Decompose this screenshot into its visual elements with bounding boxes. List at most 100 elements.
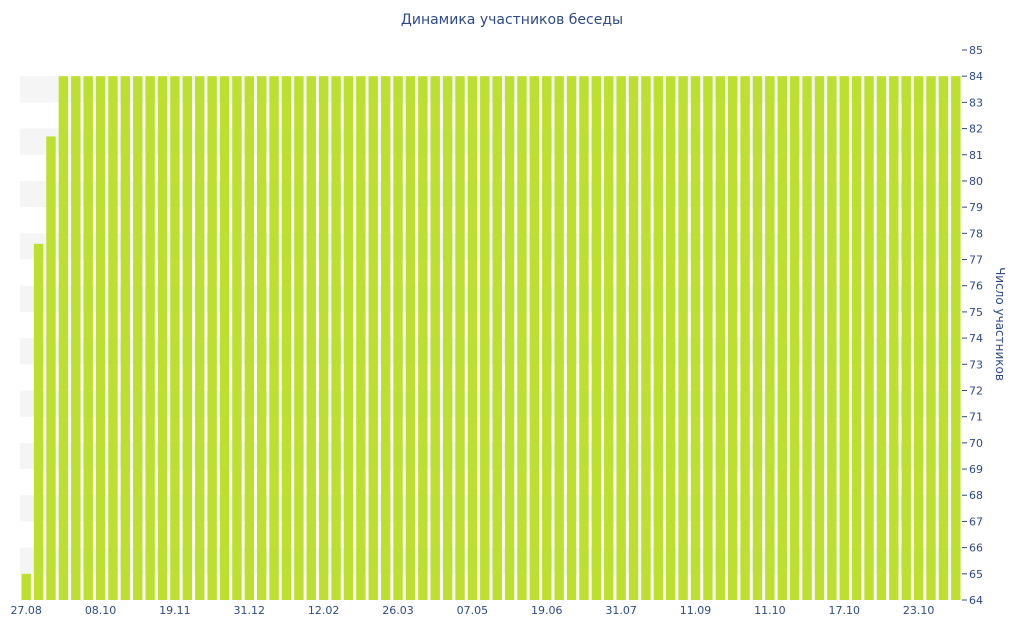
bar (864, 76, 874, 600)
bar (690, 76, 701, 600)
bar (641, 76, 651, 600)
bar (46, 136, 56, 600)
bar (467, 76, 478, 600)
bar (281, 76, 292, 600)
x-tick-label: 19.06 (531, 604, 563, 617)
y-tick-label: 66 (969, 542, 983, 555)
bar (294, 76, 304, 600)
y-tick-label: 74 (969, 332, 983, 345)
bar (133, 76, 143, 600)
bar (244, 76, 255, 600)
bar (120, 76, 131, 600)
chart-title: Динамика участников беседы (400, 12, 624, 28)
y-axis-title: Число участников (993, 267, 1007, 381)
bar-series (21, 76, 961, 600)
bar (195, 76, 205, 600)
bar (851, 76, 862, 600)
bar (628, 76, 639, 600)
bar (839, 76, 849, 600)
bar (752, 76, 763, 600)
bar (418, 76, 428, 600)
y-tick-label: 81 (969, 149, 983, 162)
x-tick-label: 31.12 (234, 604, 266, 617)
x-tick-label: 11.09 (680, 604, 712, 617)
x-tick-label: 11.10 (754, 604, 786, 617)
bar (58, 76, 69, 600)
bar (666, 76, 676, 600)
bar (715, 76, 726, 600)
y-tick-label: 82 (969, 123, 983, 136)
bar (765, 76, 775, 600)
bar (108, 76, 118, 600)
bar (827, 76, 837, 600)
x-tick-label: 31.07 (605, 604, 637, 617)
y-axis-ticks: 64 65 66 67 68 69 70 71 72 73 74 75 76 77 78 79 80 81 82 83… (962, 44, 983, 607)
bar (727, 76, 738, 600)
bar (83, 76, 93, 600)
y-tick-label: 76 (969, 280, 983, 293)
y-tick-label: 79 (969, 201, 983, 214)
bar (889, 76, 899, 600)
bar (393, 76, 403, 600)
y-tick-label: 85 (969, 44, 983, 57)
bar (430, 76, 440, 600)
bar (368, 76, 378, 600)
bar (901, 76, 911, 600)
bar (504, 76, 515, 600)
y-tick-label: 73 (969, 358, 983, 371)
bar (232, 76, 242, 600)
bar (356, 76, 366, 600)
bar (802, 76, 812, 600)
bar (331, 76, 341, 600)
bar (616, 76, 626, 600)
bar (306, 76, 316, 600)
bar (591, 76, 602, 600)
bar (145, 76, 155, 600)
x-tick-label: 17.10 (829, 604, 861, 617)
y-tick-label: 72 (969, 384, 983, 397)
bar (517, 76, 527, 600)
bar (938, 76, 949, 600)
y-tick-label: 80 (969, 175, 983, 188)
bar (492, 76, 502, 600)
bar (777, 76, 787, 600)
bar (21, 573, 31, 600)
bar (442, 76, 453, 600)
bar (170, 76, 180, 600)
x-tick-label: 08.10 (85, 604, 117, 617)
bar (951, 76, 961, 600)
bar (71, 76, 81, 600)
x-axis-ticks: 27.08 08.10 19.11 31.12 12.02 26.03 07.05 19.06… (10, 604, 934, 617)
x-tick-label: 07.05 (457, 604, 489, 617)
x-tick-label: 27.08 (10, 604, 42, 617)
bar (554, 76, 564, 600)
y-tick-label: 75 (969, 306, 983, 319)
bar (219, 76, 230, 600)
bar (157, 76, 168, 600)
bar (455, 76, 465, 600)
y-tick-label: 78 (969, 227, 983, 240)
bar (740, 76, 750, 600)
bar (405, 76, 416, 600)
bar (653, 76, 664, 600)
bar (703, 76, 713, 600)
bar (256, 76, 267, 600)
x-tick-label: 12.02 (308, 604, 340, 617)
bar (678, 76, 688, 600)
bar (789, 76, 800, 600)
bar (876, 76, 887, 600)
bar (566, 76, 577, 600)
bar (33, 243, 44, 600)
bar (380, 76, 391, 600)
bar (269, 76, 279, 600)
bar (207, 76, 217, 600)
bar (480, 76, 490, 600)
y-tick-label: 69 (969, 463, 983, 476)
y-tick-label: 68 (969, 489, 983, 502)
y-tick-label: 83 (969, 96, 983, 109)
x-tick-label: 23.10 (903, 604, 935, 617)
bar (318, 76, 329, 600)
x-tick-label: 19.11 (159, 604, 191, 617)
